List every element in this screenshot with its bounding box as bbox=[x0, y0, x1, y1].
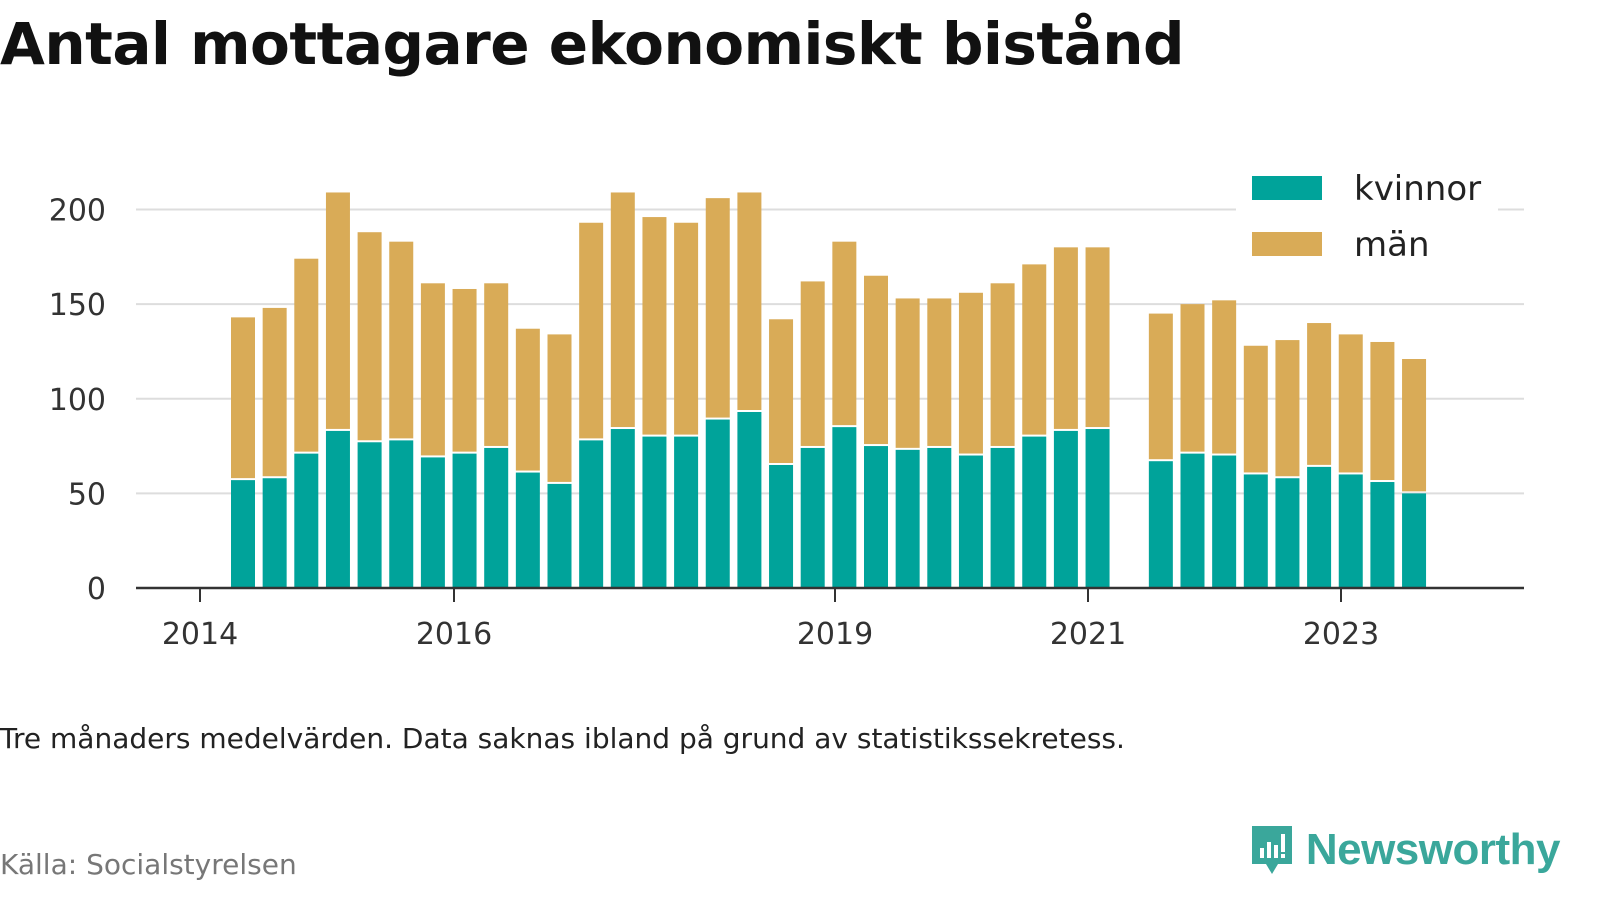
bar-kvinnor bbox=[642, 436, 667, 588]
bar-kvinnor bbox=[1243, 474, 1268, 588]
bar-kvinnor bbox=[1148, 461, 1173, 588]
x-tick-label: 2016 bbox=[416, 617, 492, 652]
bar-man bbox=[610, 192, 635, 428]
x-tick-label: 2021 bbox=[1050, 617, 1126, 652]
x-tick-label: 2014 bbox=[162, 617, 238, 652]
bar-man bbox=[800, 281, 825, 446]
legend-swatch-kvinnor bbox=[1252, 176, 1322, 200]
x-tick-label: 2023 bbox=[1303, 617, 1379, 652]
chart-title: Antal mottagare ekonomiskt bistånd bbox=[0, 10, 1185, 78]
bar-kvinnor bbox=[452, 453, 477, 588]
bar-man bbox=[1085, 247, 1110, 428]
y-tick-label: 150 bbox=[49, 288, 106, 323]
bar-kvinnor bbox=[262, 478, 287, 588]
bar-kvinnor bbox=[547, 483, 572, 588]
bar-kvinnor bbox=[357, 442, 382, 588]
bar-kvinnor bbox=[1053, 430, 1078, 588]
bar-man bbox=[1148, 313, 1173, 460]
bar-kvinnor bbox=[1022, 436, 1047, 588]
bar-man bbox=[705, 198, 730, 418]
legend-label-man: män bbox=[1354, 225, 1430, 265]
bar-kvinnor bbox=[864, 446, 888, 588]
bar-kvinnor bbox=[294, 453, 319, 588]
bar-kvinnor bbox=[769, 464, 794, 588]
bar-man bbox=[357, 232, 382, 441]
bar-man bbox=[325, 192, 350, 429]
bar-kvinnor bbox=[800, 447, 825, 588]
bar-man bbox=[484, 283, 509, 446]
bar-man bbox=[231, 317, 255, 479]
bar-man bbox=[420, 283, 445, 456]
bar-kvinnor bbox=[389, 440, 414, 588]
bar-man bbox=[1307, 323, 1332, 465]
bar-man bbox=[1338, 334, 1363, 473]
stacked-bar-chart: 0 50 100 150 200 2014 2016 2019 2021 2023 kvinnor m… bbox=[49, 164, 1524, 652]
y-tick-label: 200 bbox=[49, 194, 106, 229]
bar-kvinnor bbox=[325, 430, 350, 588]
bar-kvinnor bbox=[927, 447, 952, 588]
bar-man bbox=[1275, 340, 1300, 477]
bar-man bbox=[579, 222, 604, 439]
bar-kvinnor bbox=[1370, 482, 1395, 588]
bar-man bbox=[832, 241, 857, 426]
bar-man bbox=[864, 275, 888, 445]
bar-man bbox=[927, 298, 952, 446]
x-tick-label: 2019 bbox=[797, 617, 873, 652]
y-tick-label: 0 bbox=[87, 572, 106, 607]
bar-kvinnor bbox=[958, 455, 983, 588]
bar-man bbox=[1022, 264, 1047, 435]
bar-kvinnor bbox=[737, 411, 762, 588]
newsworthy-logo: Newsworthy bbox=[1248, 822, 1561, 878]
brand-name: Newsworthy bbox=[1305, 825, 1561, 874]
bar-man bbox=[515, 328, 540, 471]
bar-man bbox=[1053, 247, 1078, 429]
newsworthy-logo-icon bbox=[1251, 826, 1292, 874]
y-tick-label: 50 bbox=[68, 477, 106, 512]
bar-kvinnor bbox=[420, 457, 445, 588]
bar-kvinnor bbox=[832, 427, 857, 588]
legend-label-kvinnor: kvinnor bbox=[1354, 169, 1481, 209]
bar-man bbox=[452, 288, 477, 452]
bar-man bbox=[674, 222, 699, 435]
bar-kvinnor bbox=[895, 449, 920, 588]
bar-kvinnor bbox=[705, 419, 730, 588]
bar-kvinnor bbox=[1275, 478, 1300, 588]
bar-kvinnor bbox=[484, 447, 509, 588]
bar-man bbox=[642, 217, 667, 435]
bar-man bbox=[990, 283, 1015, 446]
bar-man bbox=[769, 319, 794, 463]
bar-man bbox=[547, 334, 572, 482]
bar-kvinnor bbox=[231, 480, 255, 588]
bar-man bbox=[1180, 304, 1205, 452]
bar-man bbox=[1212, 300, 1237, 454]
bar-man bbox=[1370, 341, 1395, 481]
bar-man bbox=[895, 298, 920, 448]
bar-man bbox=[262, 307, 287, 477]
bar-man bbox=[737, 192, 762, 410]
bar-man bbox=[1243, 345, 1268, 473]
bar-man bbox=[294, 258, 319, 452]
chart-note: Tre månaders medelvärden. Data saknas ib… bbox=[0, 722, 1125, 755]
y-tick-label: 100 bbox=[49, 383, 106, 418]
bar-kvinnor bbox=[1402, 493, 1427, 588]
bar-kvinnor bbox=[515, 472, 540, 588]
bar-kvinnor bbox=[990, 447, 1015, 588]
bar-kvinnor bbox=[1180, 453, 1205, 588]
bar-man bbox=[1402, 359, 1427, 492]
bar-kvinnor bbox=[1338, 474, 1363, 588]
bar-man bbox=[389, 241, 414, 439]
bar-kvinnor bbox=[1212, 455, 1237, 588]
source-label: Källa: Socialstyrelsen bbox=[0, 848, 297, 881]
bar-kvinnor bbox=[1307, 466, 1332, 588]
legend-swatch-man bbox=[1252, 232, 1322, 256]
bar-kvinnor bbox=[610, 429, 635, 588]
bar-kvinnor bbox=[1085, 429, 1110, 588]
bar-man bbox=[958, 292, 983, 454]
bar-kvinnor bbox=[579, 440, 604, 588]
bar-kvinnor bbox=[674, 436, 699, 588]
